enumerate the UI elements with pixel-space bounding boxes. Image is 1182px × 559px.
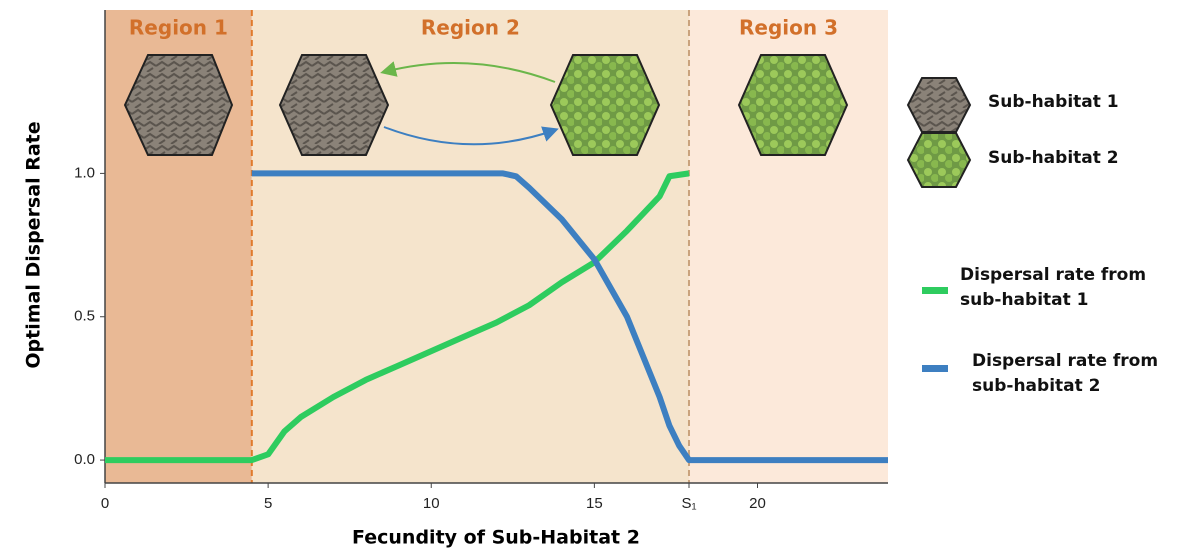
- y-axis-label: Optimal Dispersal Rate: [23, 121, 45, 368]
- hex-rock: [278, 54, 390, 156]
- legend-label: Dispersal rate from sub-habitat 2: [972, 351, 1159, 396]
- hex-rock: [123, 54, 234, 156]
- legend-habitat: Sub-habitat 2: [988, 148, 1119, 168]
- series-line: [251, 170, 888, 464]
- hex-plant: [906, 132, 972, 188]
- legend-habitat: Sub-habitat 1: [988, 92, 1119, 112]
- arrow-green: [380, 61, 556, 83]
- legend-swatch: [922, 365, 948, 372]
- hex-plant: [549, 54, 661, 156]
- series-line: [105, 170, 690, 464]
- habitat-icons: [123, 54, 972, 188]
- x-tick-label: 5: [264, 495, 272, 512]
- x-tick-label: 15: [586, 495, 603, 512]
- legend-label: Dispersal rate from sub-habitat 1: [960, 265, 1147, 310]
- arrow-blue: [383, 126, 559, 146]
- hex-plant: [737, 54, 849, 156]
- y-tick-label: 0.5: [74, 308, 95, 325]
- x-axis-label: Fecundity of Sub-Habitat 2: [352, 527, 640, 549]
- region-label: Region 1: [129, 16, 228, 40]
- x-tick-label: 20: [749, 495, 766, 512]
- region-label: Region 3: [739, 16, 838, 40]
- y-tick-label: 1.0: [74, 164, 95, 181]
- legend-swatch: [922, 287, 948, 294]
- y-tick-label: 0.0: [74, 451, 95, 468]
- x-tick-label: 10: [423, 495, 440, 512]
- hex-rock: [906, 77, 972, 133]
- x-tick-label: 0: [101, 495, 109, 512]
- x-tick-label: S₁: [681, 495, 696, 512]
- region-label: Region 2: [421, 16, 520, 40]
